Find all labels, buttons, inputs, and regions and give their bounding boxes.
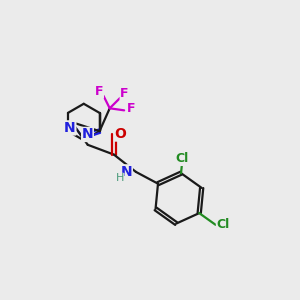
Text: O: O — [115, 127, 126, 141]
Text: Cl: Cl — [175, 152, 188, 165]
Text: F: F — [95, 85, 103, 98]
Text: F: F — [127, 102, 136, 116]
Text: H: H — [116, 173, 124, 183]
Text: N: N — [121, 165, 132, 179]
Text: F: F — [120, 87, 129, 100]
Text: Cl: Cl — [216, 218, 230, 231]
Text: N: N — [82, 128, 93, 141]
Text: N: N — [64, 121, 76, 135]
